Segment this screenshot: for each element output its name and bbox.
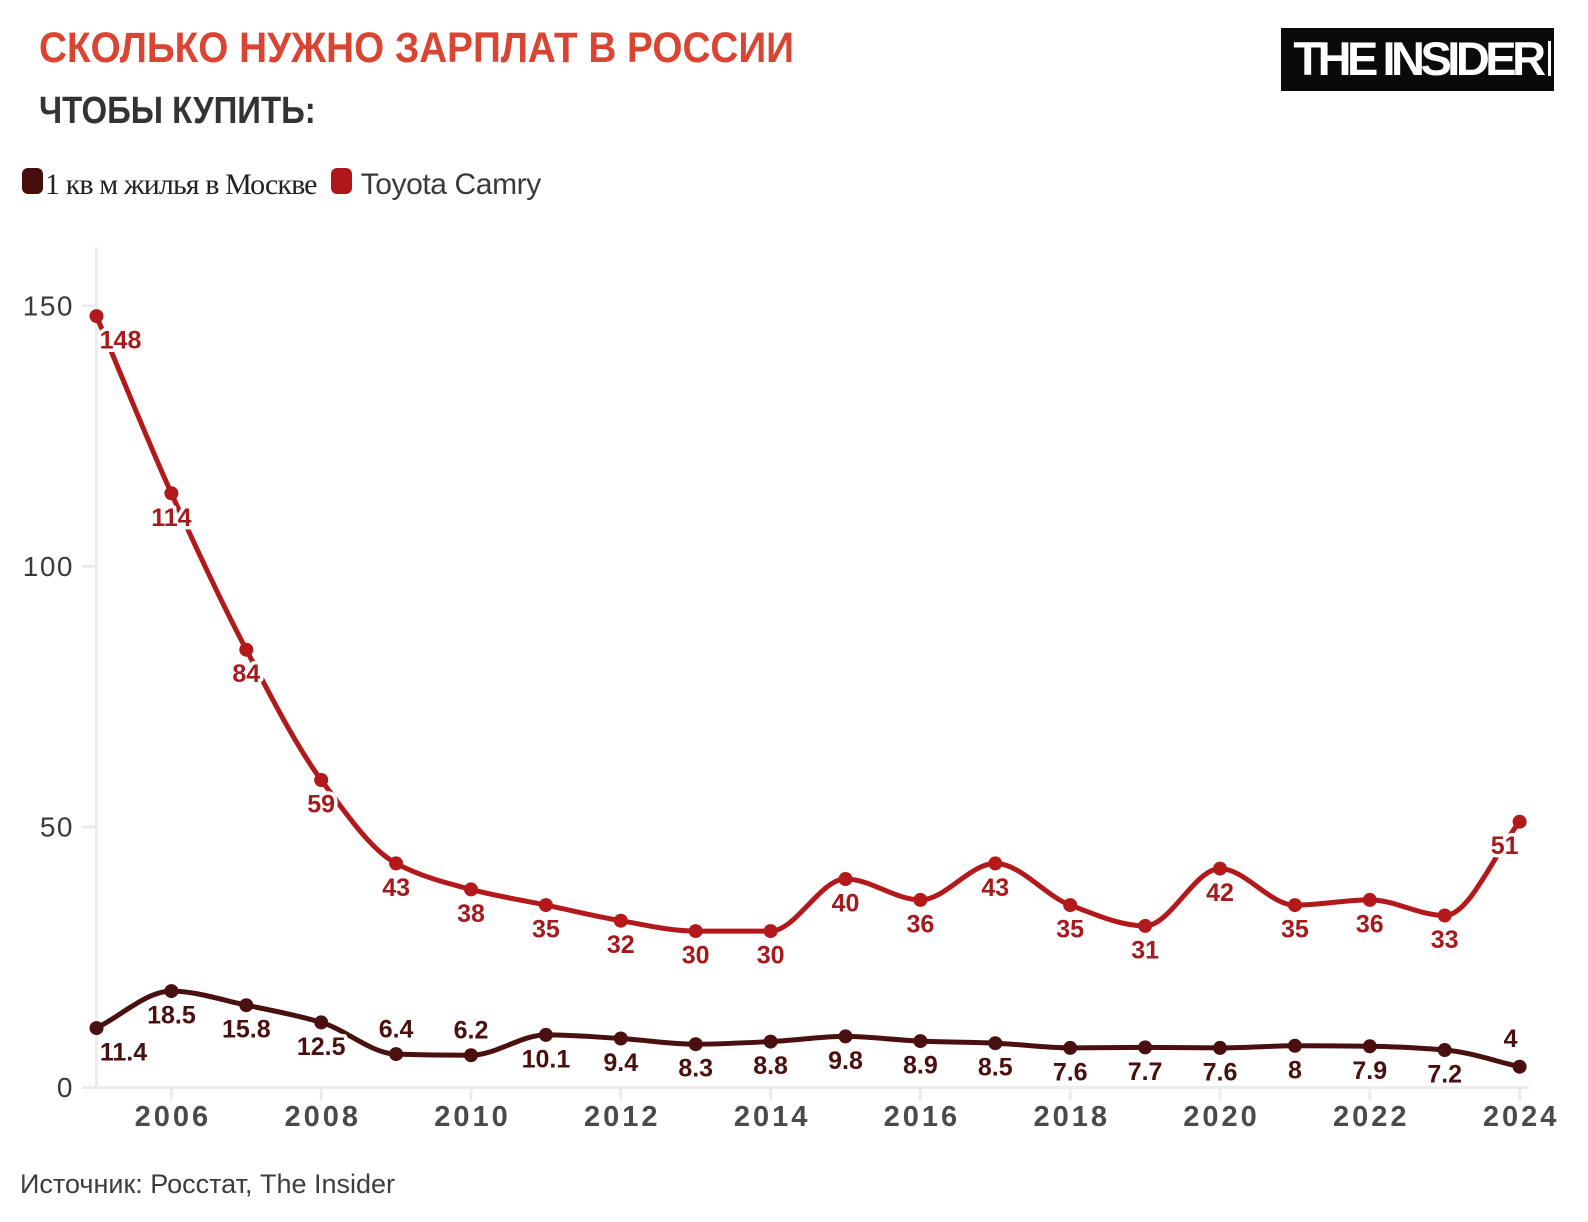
- svg-text:33: 33: [1431, 926, 1459, 954]
- svg-text:2010: 2010: [434, 1101, 511, 1133]
- svg-text:100: 100: [23, 551, 74, 582]
- svg-text:2018: 2018: [1033, 1101, 1110, 1133]
- svg-text:84: 84: [232, 660, 260, 688]
- svg-text:0: 0: [57, 1072, 74, 1103]
- svg-text:7.2: 7.2: [1427, 1061, 1462, 1089]
- svg-text:7.6: 7.6: [1203, 1058, 1238, 1086]
- svg-text:30: 30: [682, 942, 710, 970]
- svg-text:114: 114: [151, 504, 191, 532]
- svg-text:9.8: 9.8: [828, 1047, 863, 1075]
- svg-text:18.5: 18.5: [147, 1002, 196, 1030]
- svg-text:2016: 2016: [884, 1101, 961, 1133]
- svg-text:15.8: 15.8: [222, 1016, 271, 1044]
- svg-text:2008: 2008: [284, 1101, 361, 1133]
- svg-text:10.1: 10.1: [522, 1045, 571, 1073]
- svg-text:8: 8: [1288, 1056, 1302, 1084]
- svg-text:6.4: 6.4: [379, 1015, 414, 1043]
- svg-text:31: 31: [1131, 936, 1159, 964]
- svg-text:2022: 2022: [1333, 1101, 1410, 1133]
- svg-text:8.3: 8.3: [678, 1055, 713, 1083]
- svg-text:2020: 2020: [1183, 1101, 1260, 1133]
- svg-text:148: 148: [100, 327, 142, 355]
- svg-text:2006: 2006: [135, 1101, 212, 1133]
- svg-text:8.8: 8.8: [753, 1052, 788, 1080]
- svg-text:2024: 2024: [1483, 1101, 1560, 1133]
- svg-text:51: 51: [1491, 832, 1519, 860]
- svg-text:35: 35: [532, 916, 560, 944]
- svg-text:32: 32: [607, 931, 635, 959]
- svg-text:12.5: 12.5: [297, 1033, 346, 1061]
- svg-text:50: 50: [40, 812, 74, 843]
- svg-text:38: 38: [457, 900, 485, 928]
- svg-text:40: 40: [832, 890, 860, 918]
- svg-text:2014: 2014: [734, 1101, 811, 1133]
- svg-text:6.2: 6.2: [454, 1016, 489, 1044]
- svg-text:42: 42: [1206, 879, 1234, 907]
- svg-text:150: 150: [23, 290, 74, 321]
- svg-text:9.4: 9.4: [603, 1049, 638, 1077]
- svg-text:2012: 2012: [584, 1101, 661, 1133]
- svg-text:43: 43: [981, 874, 1009, 902]
- svg-text:36: 36: [1356, 910, 1384, 938]
- svg-text:4: 4: [1504, 1025, 1518, 1053]
- svg-text:30: 30: [757, 942, 785, 970]
- svg-text:35: 35: [1056, 916, 1084, 944]
- svg-text:43: 43: [382, 874, 410, 902]
- svg-text:7.6: 7.6: [1053, 1058, 1088, 1086]
- svg-text:11.4: 11.4: [100, 1039, 147, 1067]
- svg-text:8.9: 8.9: [903, 1052, 938, 1080]
- svg-text:7.9: 7.9: [1352, 1057, 1387, 1085]
- svg-text:36: 36: [906, 910, 934, 938]
- svg-text:35: 35: [1281, 916, 1309, 944]
- svg-text:59: 59: [307, 791, 335, 819]
- svg-text:8.5: 8.5: [978, 1054, 1013, 1082]
- svg-text:7.7: 7.7: [1128, 1058, 1163, 1086]
